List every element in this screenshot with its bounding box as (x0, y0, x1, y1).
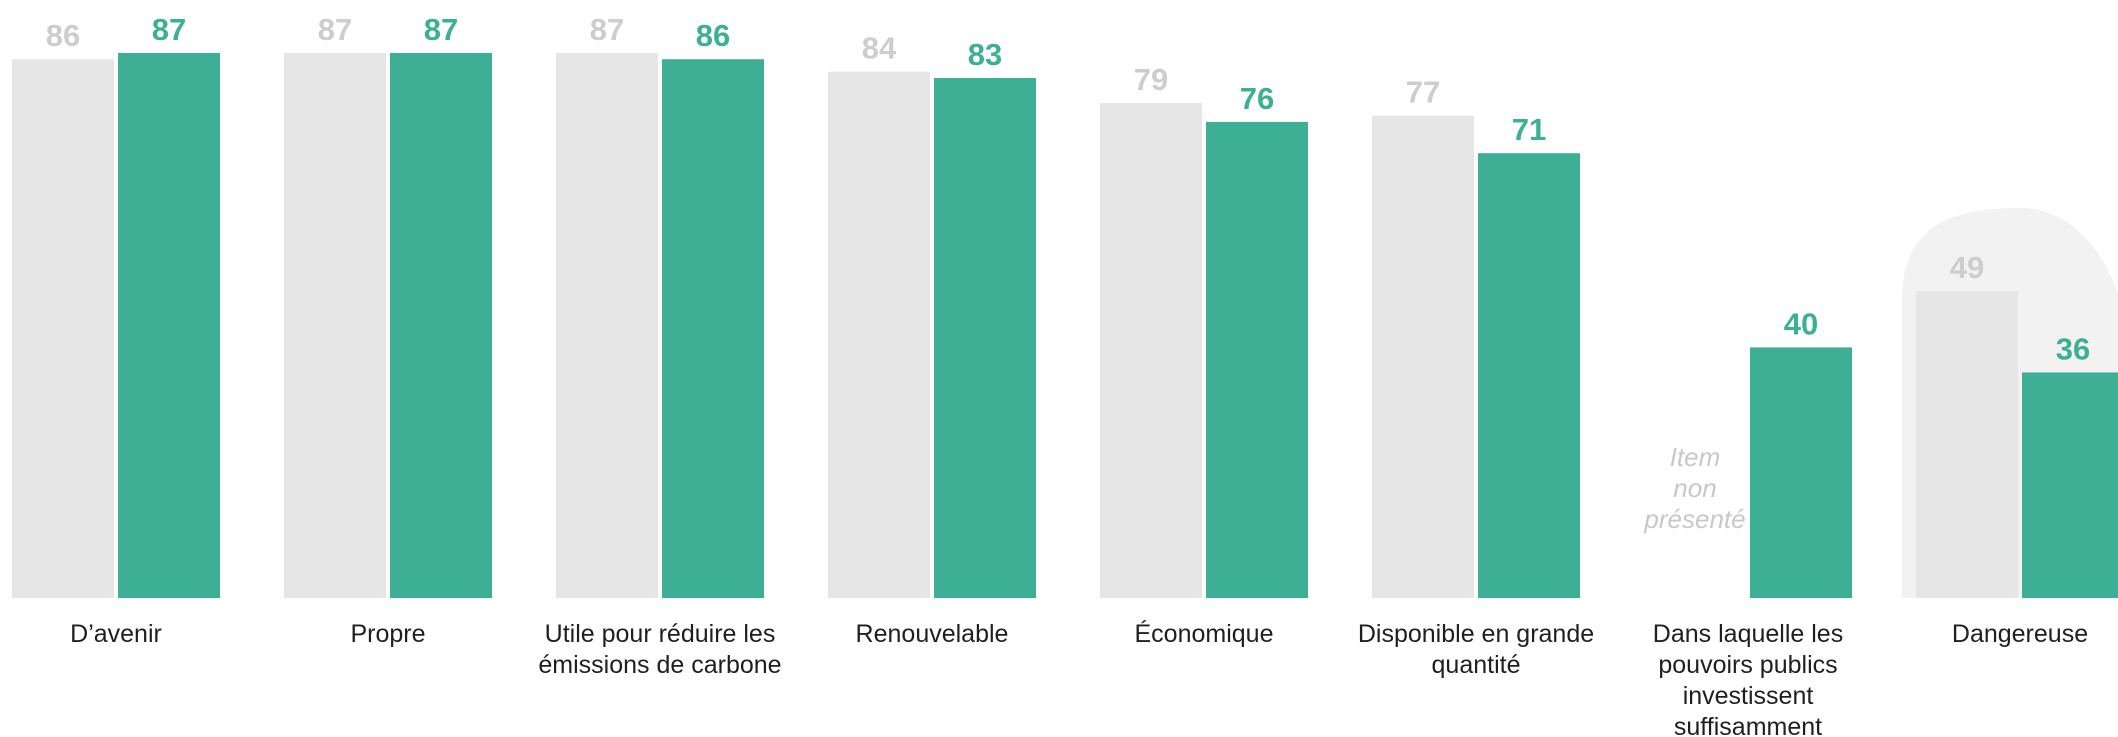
category-label-2: Propre (350, 620, 425, 648)
data-label-s2-3: 86 (696, 18, 730, 53)
data-label-s2-6: 71 (1512, 112, 1546, 147)
data-label-s1-6: 77 (1406, 75, 1440, 110)
bar-s2-7 (1750, 347, 1852, 598)
data-label-s2-2: 87 (424, 12, 458, 47)
data-label-s1-3: 87 (590, 12, 624, 47)
category-label-5: Économique (1135, 619, 1274, 648)
bar-s2-2 (390, 52, 492, 598)
bar-s1-4 (828, 71, 930, 599)
data-label-s1-5: 79 (1134, 62, 1168, 97)
data-label-s1-2: 87 (318, 12, 352, 47)
bar-s2-8 (2022, 372, 2118, 598)
category-label-7: Dans laquelle les pouvoirs publics investi… (1653, 620, 1843, 737)
missing-item-note: Item non présenté (1643, 442, 1745, 534)
data-label-s2-5: 76 (1240, 81, 1274, 116)
category-label-4: Renouvelable (856, 620, 1009, 648)
data-label-s2-7: 40 (1784, 306, 1818, 341)
category-label-3: Utile pour réduire les émissions de carbo… (538, 620, 781, 679)
bar-s1-5 (1100, 103, 1202, 598)
bar-s1-8 (1916, 291, 2018, 598)
category-label-6: Disponible en grande quantité (1358, 620, 1594, 679)
category-label-8: Dangereuse (1952, 620, 2088, 648)
data-label-s1-1: 86 (46, 18, 80, 53)
bar-s1-3 (556, 52, 658, 598)
bar-s2-4 (934, 78, 1036, 598)
bar-s2-6 (1478, 153, 1580, 598)
data-label-s2-8: 36 (2056, 331, 2090, 366)
data-label-s2-1: 87 (152, 12, 186, 47)
bar-s1-6 (1372, 115, 1474, 598)
category-label-1: D’avenir (70, 620, 162, 648)
bar-s1-1 (12, 59, 114, 598)
data-label-s1-8: 49 (1950, 250, 1984, 285)
data-label-s1-4: 84 (862, 31, 897, 66)
bar-s1-2 (284, 52, 386, 598)
data-label-s2-4: 83 (968, 37, 1002, 72)
bar-s2-5 (1206, 121, 1308, 599)
bar-s2-1 (118, 52, 220, 598)
bar-s2-3 (662, 59, 764, 598)
